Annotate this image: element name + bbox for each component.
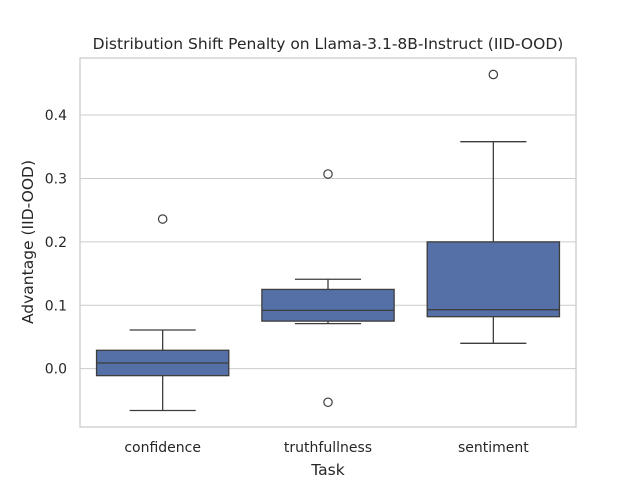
iqr-box [426, 241, 561, 318]
plot-frame [79, 57, 577, 428]
box-sentiment [426, 69, 561, 344]
outlier-point [323, 397, 333, 408]
x-tick-label: truthfullness [284, 440, 372, 456]
x-tick-label: confidence [124, 440, 201, 456]
chart-title: Distribution Shift Penalty on Llama-3.1-… [93, 35, 564, 53]
y-tick-labels: 0.0 0.1 0.2 0.3 0.4 [45, 108, 67, 378]
outlier-point [488, 69, 499, 80]
x-tick-labels: confidence truthfullness sentiment [124, 440, 529, 456]
x-tick-label: sentiment [458, 440, 529, 456]
outlier-point [157, 214, 168, 224]
y-tick-label: 0.1 [45, 298, 67, 314]
box-confidence [95, 214, 230, 412]
y-tick-label: 0.3 [45, 171, 67, 187]
iqr-box [261, 288, 395, 322]
y-tick-label: 0.0 [45, 362, 67, 378]
y-tick-label: 0.4 [45, 108, 67, 124]
y-axis-label: Advantage (IID-OOD) [19, 160, 37, 324]
x-axis-label: Task [310, 461, 344, 479]
boxes-layer [95, 69, 561, 412]
y-tick-label: 0.2 [45, 235, 67, 251]
box-truthfullness [261, 169, 395, 408]
outlier-point [323, 169, 333, 179]
